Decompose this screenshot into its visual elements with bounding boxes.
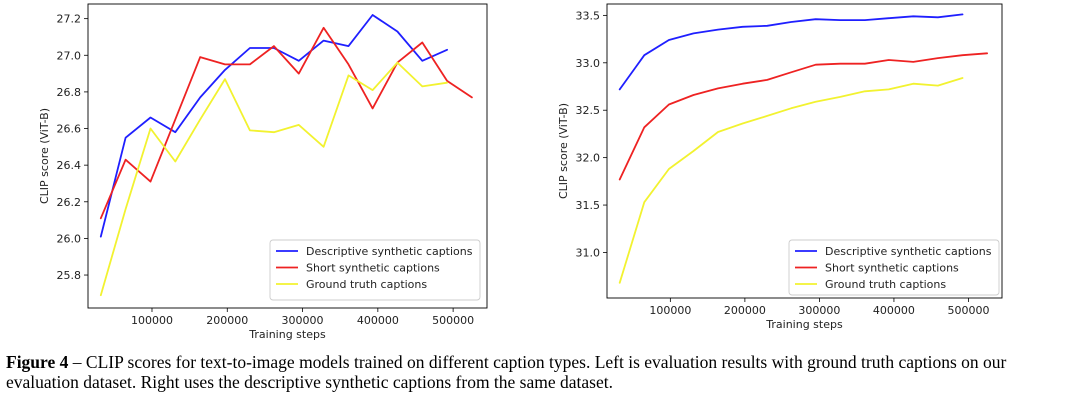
x-tick-label: 200000 — [724, 304, 766, 317]
x-tick-label: 100000 — [649, 304, 691, 317]
x-tick-label: 400000 — [357, 314, 399, 327]
legend-box — [269, 239, 481, 301]
y-tick-label: 27.0 — [57, 49, 82, 62]
x-axis-label: Training steps — [248, 328, 326, 341]
series-line-1 — [99, 14, 449, 238]
legend-label-2: Short synthetic captions — [825, 262, 959, 275]
figure-caption-text: – CLIP scores for text-to-image models t… — [6, 352, 1007, 392]
y-axis-label: CLIP score (ViT-B) — [557, 103, 570, 199]
y-tick-label: 31.0 — [576, 246, 601, 259]
y-tick-label: 33.5 — [576, 9, 601, 22]
y-tick-label: 26.2 — [57, 196, 82, 209]
figure-caption: Figure 4 – CLIP scores for text-to-image… — [6, 352, 1074, 392]
y-tick-label: 26.4 — [57, 159, 82, 172]
y-tick-label: 27.2 — [57, 13, 82, 26]
legend-label-3: Ground truth captions — [825, 278, 946, 291]
series-line-2 — [618, 52, 988, 181]
series-line-3 — [618, 77, 964, 284]
x-tick-label: 500000 — [947, 304, 989, 317]
legend-box — [788, 239, 1000, 296]
y-tick-label: 26.8 — [57, 86, 82, 99]
x-tick-label: 300000 — [282, 314, 324, 327]
x-tick-label: 500000 — [432, 314, 474, 327]
x-axis-label: Training steps — [765, 318, 843, 331]
legend-label-3: Ground truth captions — [306, 278, 427, 291]
y-tick-label: 26.0 — [57, 232, 82, 245]
series-line-1 — [618, 13, 964, 91]
y-tick-label: 26.6 — [57, 123, 82, 136]
x-tick-label: 200000 — [206, 314, 248, 327]
y-axis-label: CLIP score (ViT-B) — [38, 108, 51, 204]
legend-label-1: Descriptive synthetic captions — [825, 245, 992, 258]
plot-frame — [606, 3, 1003, 299]
figure-canvas: 100000 200000 300000 400000 500000 25.8 26.0 26… — [38, 3, 1003, 341]
y-tick-label: 25.8 — [57, 269, 82, 282]
chart-panel-2: 100000 200000 300000 400000 500000 31.0 31.5 32… — [557, 3, 1003, 331]
legend-label-2: Short synthetic captions — [306, 262, 440, 275]
y-tick-label: 32.5 — [576, 104, 601, 117]
y-tick-label: 31.5 — [576, 199, 601, 212]
x-tick-label: 100000 — [131, 314, 173, 327]
series-line-2 — [99, 26, 473, 220]
y-tick-label: 32.0 — [576, 152, 601, 165]
legend-label-1: Descriptive synthetic captions — [306, 245, 473, 258]
chart-panel-1: 100000 200000 300000 400000 500000 25.8 26.0 26… — [38, 3, 488, 341]
x-tick-label: 300000 — [798, 304, 840, 317]
y-tick-label: 33.0 — [576, 57, 601, 70]
series-line-3 — [99, 61, 449, 297]
x-tick-label: 400000 — [873, 304, 915, 317]
figure-label: Figure 4 — [6, 352, 69, 372]
plot-frame — [87, 3, 488, 309]
